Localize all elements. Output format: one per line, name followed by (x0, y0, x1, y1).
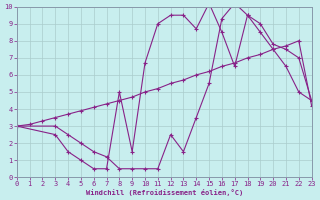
X-axis label: Windchill (Refroidissement éolien,°C): Windchill (Refroidissement éolien,°C) (85, 189, 243, 196)
